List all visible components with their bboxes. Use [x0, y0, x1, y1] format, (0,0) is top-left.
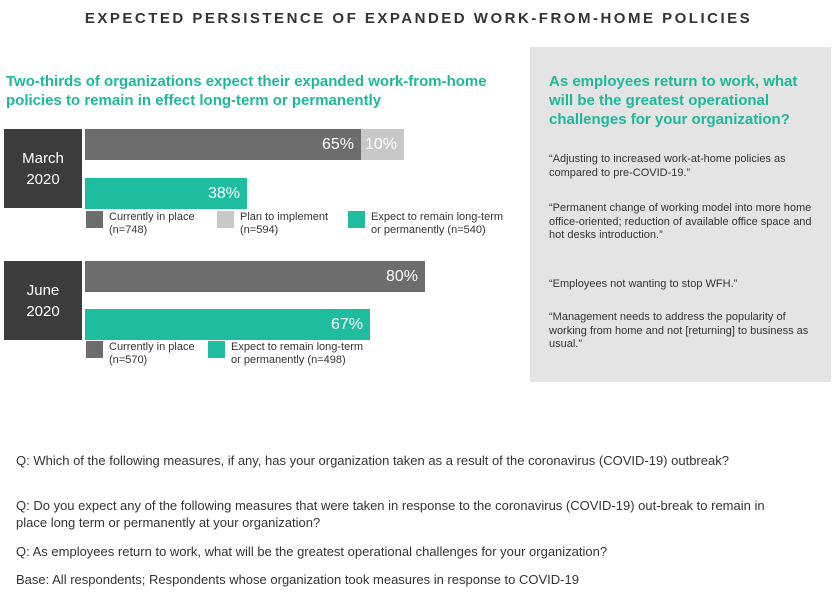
bar-value-label: 10% — [364, 135, 397, 153]
legend-item-expect: Expect to remain long-term or permanently… — [208, 341, 363, 367]
legend-swatch — [348, 211, 365, 228]
bar-segment-currently: 80% — [85, 261, 425, 292]
legend-swatch — [208, 341, 225, 358]
footnote-base: Base: All respondents; Respondents whose… — [16, 572, 579, 587]
quote-item: “Management needs to address the popular… — [549, 311, 809, 350]
bar-segment-currently: 65% — [85, 129, 361, 160]
legend-item-plan: Plan to implement (n=594) — [217, 211, 328, 237]
bar-segment-expect: 67% — [85, 309, 370, 340]
legend-label: Currently in place (n=570) — [109, 341, 195, 366]
quote-item: “Permanent change of working model into … — [549, 202, 812, 241]
legend-label: Expect to remain long-term or permanently… — [231, 341, 364, 366]
legend-swatch — [217, 211, 234, 228]
legend-label: Plan to implement (n=594) — [240, 211, 329, 236]
panel-title: As employees return to work, what will b… — [549, 73, 798, 128]
bar-value-label: 65% — [321, 135, 354, 153]
bar-value-label: 80% — [385, 267, 418, 285]
legend-swatch — [86, 211, 103, 228]
chart-title: EXPECTED PERSISTENCE OF EXPANDED WORK-FR… — [84, 10, 753, 27]
legend-item-expect: Expect to remain long-term or permanently… — [348, 211, 503, 237]
legend-item-currently: Currently in place (n=570) — [86, 341, 195, 367]
challenges-panel: As employees return to work, what will b… — [530, 47, 831, 382]
bar-segment-expect: 38% — [85, 178, 247, 209]
legend-label: Currently in place (n=748) — [109, 211, 195, 236]
legend-swatch — [86, 341, 103, 358]
bar-value-label: 67% — [330, 315, 363, 333]
period-label: June 2020 — [4, 261, 82, 340]
bar-segment-plan: 10% — [361, 129, 404, 160]
period-label: March 2020 — [4, 129, 82, 208]
quote-item: “Employees not wanting to stop WFH.” — [549, 278, 738, 290]
chart-subtitle: Two-thirds of organizations expect their… — [6, 73, 487, 109]
footnote-question-1: Q: Which of the following measures, if a… — [16, 453, 729, 468]
bar-value-label: 38% — [207, 184, 240, 202]
footnote-question-2: Q: Do you expect any of the following me… — [16, 498, 765, 530]
legend-label: Expect to remain long-term or permanently… — [371, 211, 504, 236]
legend-item-currently: Currently in place (n=748) — [86, 211, 195, 237]
quote-item: “Adjusting to increased work-at-home pol… — [549, 153, 786, 179]
footnote-question-3: Q: As employees return to work, what wil… — [16, 544, 608, 559]
